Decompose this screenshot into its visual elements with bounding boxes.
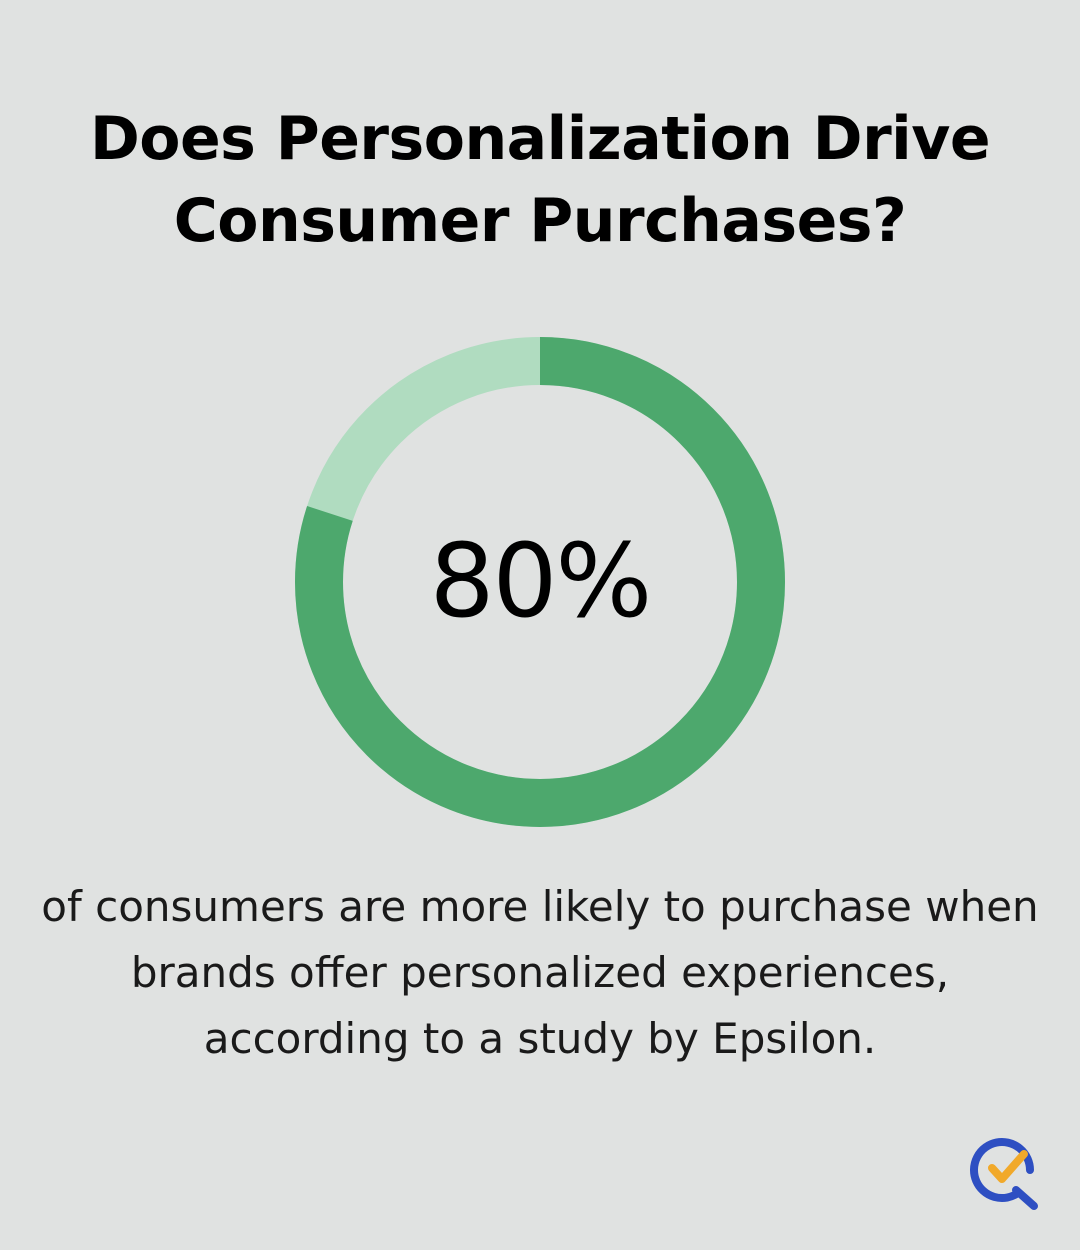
chat-checkmark-logo-icon (966, 1130, 1042, 1210)
page-title: Does Personalization Drive Consumer Purc… (89, 104, 991, 256)
donut-center-label: 80% (429, 522, 653, 641)
donut-svg (295, 337, 785, 827)
donut-chart: 80% (290, 332, 790, 832)
donut-slice-value (295, 337, 785, 827)
caption-text: of consumers are more likely to purchase… (41, 882, 1039, 1063)
